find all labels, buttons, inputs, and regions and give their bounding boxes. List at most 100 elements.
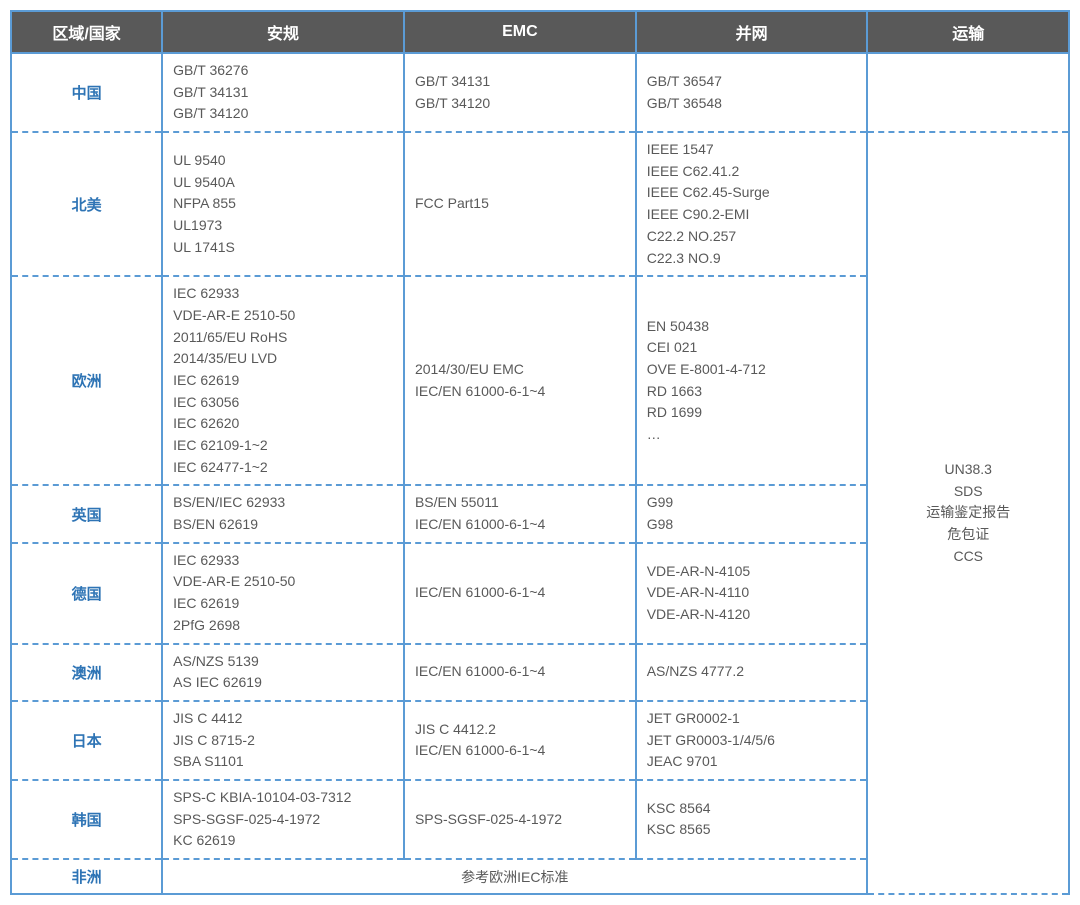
header-emc: EMC: [404, 11, 636, 53]
standard-item: 2014/35/EU LVD: [173, 348, 393, 370]
emc-cell: IEC/EN 61000-6-1~4: [404, 644, 636, 701]
standard-item: …: [647, 424, 857, 446]
grid-cell: EN 50438CEI 021OVE E-8001-4-712RD 1663RD…: [636, 276, 868, 485]
standard-item: IEEE C90.2-EMI: [647, 204, 857, 226]
region-cell: 英国: [11, 485, 162, 542]
region-cell: 日本: [11, 701, 162, 780]
standard-item: BS/EN 62619: [173, 514, 393, 536]
grid-cell: G99G98: [636, 485, 868, 542]
transport-empty-cell: [867, 53, 1069, 132]
standard-item: IEEE C62.41.2: [647, 161, 857, 183]
standard-item: 危包证: [878, 524, 1058, 546]
safety-cell: AS/NZS 5139AS IEC 62619: [162, 644, 404, 701]
emc-cell: SPS-SGSF-025-4-1972: [404, 780, 636, 859]
standard-item: KSC 8564: [647, 798, 857, 820]
region-cell: 中国: [11, 53, 162, 132]
standard-item: GB/T 34120: [415, 93, 625, 115]
safety-cell: UL 9540UL 9540ANFPA 855UL1973UL 1741S: [162, 132, 404, 276]
standard-item: FCC Part15: [415, 193, 625, 215]
standard-item: KC 62619: [173, 830, 393, 852]
standard-item: VDE-AR-N-4110: [647, 582, 857, 604]
header-grid: 并网: [636, 11, 868, 53]
standard-item: JIS C 4412: [173, 708, 393, 730]
standard-item: 运输鉴定报告: [878, 502, 1058, 524]
standard-item: GB/T 34131: [173, 82, 393, 104]
standard-item: IEC 62109-1~2: [173, 435, 393, 457]
table-row: 北美UL 9540UL 9540ANFPA 855UL1973UL 1741SF…: [11, 132, 1069, 276]
region-cell: 非洲: [11, 859, 162, 894]
standard-item: UN38.3: [878, 459, 1058, 481]
standard-item: IEC/EN 61000-6-1~4: [415, 381, 625, 403]
standard-item: UL 9540A: [173, 172, 393, 194]
standard-item: IEC 62619: [173, 593, 393, 615]
standard-item: SPS-SGSF-025-4-1972: [415, 809, 625, 831]
standard-item: IEC 63056: [173, 392, 393, 414]
grid-cell: KSC 8564KSC 8565: [636, 780, 868, 859]
region-cell: 北美: [11, 132, 162, 276]
standard-item: RD 1699: [647, 402, 857, 424]
header-region: 区域/国家: [11, 11, 162, 53]
standard-item: UL 1741S: [173, 237, 393, 259]
standard-item: IEEE 1547: [647, 139, 857, 161]
standard-item: IEC 62933: [173, 550, 393, 572]
standard-item: KSC 8565: [647, 819, 857, 841]
grid-cell: GB/T 36547GB/T 36548: [636, 53, 868, 132]
standard-item: IEC/EN 61000-6-1~4: [415, 661, 625, 683]
standard-item: G99: [647, 492, 857, 514]
emc-cell: FCC Part15: [404, 132, 636, 276]
standard-item: EN 50438: [647, 316, 857, 338]
header-transport: 运输: [867, 11, 1069, 53]
africa-note-cell: 参考欧洲IEC标准: [162, 859, 867, 894]
standard-item: BS/EN/IEC 62933: [173, 492, 393, 514]
standard-item: GB/T 34131: [415, 71, 625, 93]
standard-item: VDE-AR-N-4120: [647, 604, 857, 626]
transport-cell: UN38.3SDS运输鉴定报告危包证CCS: [867, 132, 1069, 894]
emc-cell: IEC/EN 61000-6-1~4: [404, 543, 636, 644]
standard-item: CCS: [878, 546, 1058, 568]
standard-item: GB/T 36548: [647, 93, 857, 115]
header-safety: 安规: [162, 11, 404, 53]
standard-item: VDE-AR-E 2510-50: [173, 305, 393, 327]
standard-item: IEC/EN 61000-6-1~4: [415, 582, 625, 604]
safety-cell: IEC 62933VDE-AR-E 2510-50IEC 626192PfG 2…: [162, 543, 404, 644]
standard-item: JIS C 4412.2: [415, 719, 625, 741]
emc-cell: 2014/30/EU EMCIEC/EN 61000-6-1~4: [404, 276, 636, 485]
grid-cell: IEEE 1547IEEE C62.41.2IEEE C62.45-SurgeI…: [636, 132, 868, 276]
standard-item: JET GR0002-1: [647, 708, 857, 730]
emc-cell: GB/T 34131GB/T 34120: [404, 53, 636, 132]
safety-cell: BS/EN/IEC 62933BS/EN 62619: [162, 485, 404, 542]
standard-item: AS/NZS 4777.2: [647, 661, 857, 683]
standard-item: 2014/30/EU EMC: [415, 359, 625, 381]
standard-item: IEC 62477-1~2: [173, 457, 393, 479]
standard-item: IEEE C62.45-Surge: [647, 182, 857, 204]
standard-item: C22.2 NO.257: [647, 226, 857, 248]
standard-item: C22.3 NO.9: [647, 248, 857, 270]
standard-item: IEC 62619: [173, 370, 393, 392]
standard-item: GB/T 36547: [647, 71, 857, 93]
grid-cell: JET GR0002-1JET GR0003-1/4/5/6JEAC 9701: [636, 701, 868, 780]
standard-item: UL1973: [173, 215, 393, 237]
standard-item: VDE-AR-N-4105: [647, 561, 857, 583]
standard-item: JET GR0003-1/4/5/6: [647, 730, 857, 752]
grid-cell: VDE-AR-N-4105VDE-AR-N-4110VDE-AR-N-4120: [636, 543, 868, 644]
standard-item: UL 9540: [173, 150, 393, 172]
standard-item: SPS-SGSF-025-4-1972: [173, 809, 393, 831]
standard-item: GB/T 36276: [173, 60, 393, 82]
standard-item: GB/T 34120: [173, 103, 393, 125]
table-row: 中国GB/T 36276GB/T 34131GB/T 34120GB/T 341…: [11, 53, 1069, 132]
standard-item: G98: [647, 514, 857, 536]
standard-item: 2PfG 2698: [173, 615, 393, 637]
standard-item: NFPA 855: [173, 193, 393, 215]
standard-item: CEI 021: [647, 337, 857, 359]
standard-item: JEAC 9701: [647, 751, 857, 773]
safety-cell: GB/T 36276GB/T 34131GB/T 34120: [162, 53, 404, 132]
header-row: 区域/国家 安规 EMC 并网 运输: [11, 11, 1069, 53]
emc-cell: JIS C 4412.2IEC/EN 61000-6-1~4: [404, 701, 636, 780]
standard-item: IEC/EN 61000-6-1~4: [415, 514, 625, 536]
standard-item: SDS: [878, 481, 1058, 503]
emc-cell: BS/EN 55011IEC/EN 61000-6-1~4: [404, 485, 636, 542]
region-cell: 澳洲: [11, 644, 162, 701]
safety-cell: JIS C 4412JIS C 8715-2SBA S1101: [162, 701, 404, 780]
standard-item: IEC/EN 61000-6-1~4: [415, 740, 625, 762]
standard-item: AS/NZS 5139: [173, 651, 393, 673]
